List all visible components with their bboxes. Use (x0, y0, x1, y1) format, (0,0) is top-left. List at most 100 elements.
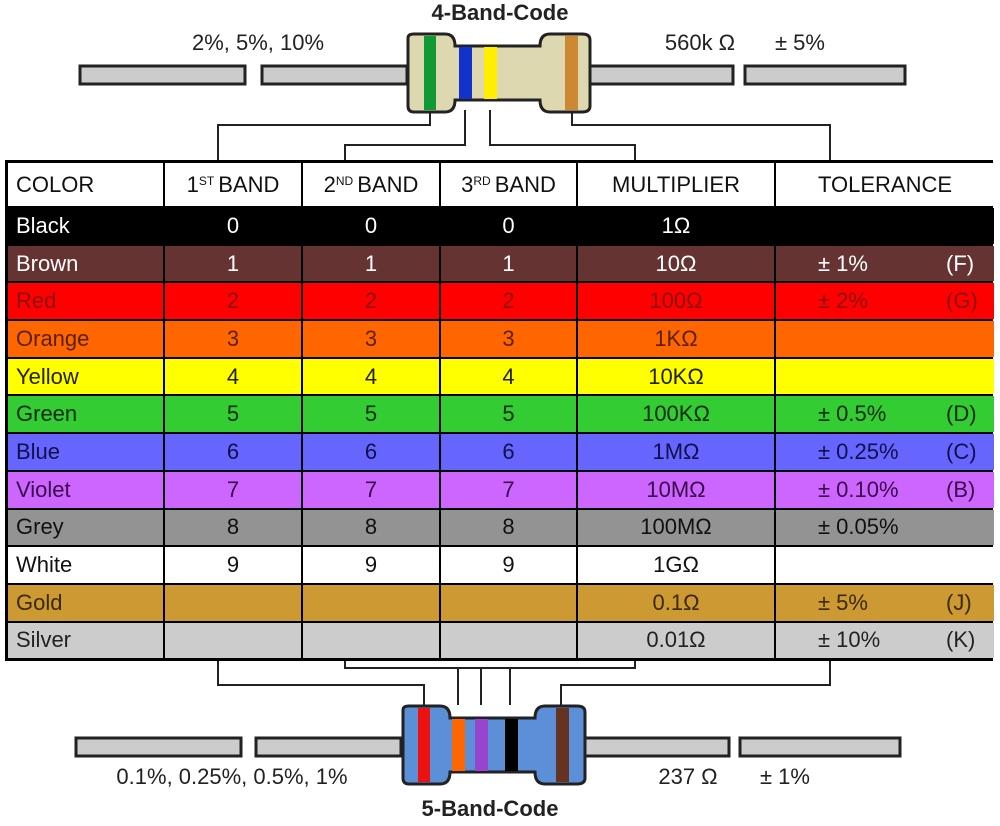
header-cell: TOLERANCE (776, 163, 994, 206)
tolerance-code: (F) (946, 250, 975, 276)
band1-text: 1 (226, 250, 240, 276)
cell: 4 (441, 358, 576, 395)
cell: Brown (8, 245, 163, 282)
cell: Gold (8, 584, 163, 621)
cell: Blue (8, 434, 163, 470)
cell: 6 (165, 434, 301, 470)
band2-text: 4 (364, 363, 378, 389)
cell: Orange (8, 321, 163, 357)
cell: 100Ω (578, 283, 774, 320)
cell: 6 (441, 434, 576, 470)
band2-text: 5 (364, 401, 378, 427)
color-text: Grey (16, 514, 64, 540)
header-sup: ND (335, 173, 354, 188)
cell: 2 (165, 283, 301, 320)
cell: Red (8, 283, 163, 320)
band1-text: 9 (226, 552, 240, 578)
color-text: Red (16, 288, 57, 314)
tolerance-cell: ± 5% (J) (776, 584, 994, 621)
tolerance-cell (776, 208, 994, 244)
color-text: Yellow (16, 363, 79, 389)
band1-text: 6 (226, 438, 240, 464)
band3-text: 6 (502, 438, 515, 464)
header-text: BAND (357, 171, 419, 197)
cell: 5 (303, 396, 439, 433)
cell: 100KΩ (578, 396, 774, 433)
color-text: Violet (16, 476, 71, 502)
cell (441, 584, 576, 621)
cell: 1 (441, 245, 576, 282)
cell (165, 622, 301, 659)
header-cell: 3 RD BAND (441, 163, 576, 206)
tolerance-cell (776, 321, 994, 357)
tolerance-cell: ± 0.5% (D) (776, 396, 994, 433)
tolerance-code: (J) (946, 589, 972, 615)
band1-text: 5 (226, 401, 240, 427)
cell: 0 (303, 208, 439, 244)
tolerance-cell: ± 1% (F) (776, 245, 994, 282)
multiplier-text: 10KΩ (648, 363, 704, 389)
tolerance-cell: ± 0.25% (C) (776, 434, 994, 470)
header-text: 2 (323, 171, 336, 197)
cell: Grey (8, 509, 163, 546)
tolerance: ± 5% (775, 30, 825, 55)
tolerance-text: ± 0.5% (818, 401, 887, 427)
cell: 8 (441, 509, 576, 546)
tolerance-cell: ± 0.10% (B) (776, 471, 994, 508)
band2-text: 2 (364, 288, 378, 314)
cell: 1Ω (578, 208, 774, 244)
cell: 10MΩ (578, 471, 774, 508)
band3-text: 2 (502, 288, 515, 314)
color-text: Black (16, 212, 70, 238)
color-text: Gold (16, 589, 63, 615)
cell (303, 584, 439, 621)
header-text: 3 (461, 171, 474, 197)
multiplier-text: 1KΩ (654, 325, 698, 351)
cell: 10KΩ (578, 358, 774, 395)
tolerance-cell (776, 547, 994, 583)
header-text: COLOR (16, 171, 95, 197)
tolerance-range: 2%, 5%, 10% (192, 30, 324, 55)
band1-text: 2 (226, 288, 240, 314)
band3-text: 8 (502, 514, 515, 540)
color-text: Orange (16, 325, 90, 351)
band2-text: 6 (364, 438, 378, 464)
multiplier-text: 1GΩ (653, 552, 699, 578)
resistance-value: 237 Ω (658, 764, 717, 789)
cell: 0.1Ω (578, 584, 774, 621)
cell: 4 (303, 358, 439, 395)
cell: 0.01Ω (578, 622, 774, 659)
tolerance-text: ± 0.10% (818, 476, 899, 502)
header-cell: MULTIPLIER (578, 163, 774, 206)
tolerance-text: ± 1% (818, 250, 868, 276)
multiplier-text: 0.01Ω (646, 627, 706, 653)
tolerance-cell: ± 10% (K) (776, 622, 994, 659)
cell (165, 584, 301, 621)
cell: Green (8, 396, 163, 433)
band3-text: 9 (502, 552, 515, 578)
band1-text: 3 (226, 325, 240, 351)
header-text: BAND (494, 171, 556, 197)
color-code-table: COLOR 1 ST BAND 2 ND BAND 3 RD BAND MULTIPLIER TOLE… (5, 160, 994, 662)
header-cell: 1 ST BAND (165, 163, 301, 206)
cell: 9 (441, 547, 576, 583)
multiplier-text: 100MΩ (640, 514, 712, 540)
band1-text: 7 (226, 476, 240, 502)
tolerance-code: (K) (946, 627, 976, 653)
title: 5-Band-Code (422, 796, 559, 821)
cell: 100MΩ (578, 509, 774, 546)
multiplier-text: 10MΩ (646, 476, 706, 502)
cell: 9 (165, 547, 301, 583)
cell: 1MΩ (578, 434, 774, 470)
cell: 0 (165, 208, 301, 244)
multiplier-text: 100Ω (649, 288, 703, 314)
cell: White (8, 547, 163, 583)
band3-text: 5 (502, 401, 515, 427)
color-text: Blue (16, 438, 61, 464)
cell: 8 (165, 509, 301, 546)
cell (303, 622, 439, 659)
band2-text: 3 (364, 325, 378, 351)
cell: 3 (303, 321, 439, 357)
resistance-value: 560k Ω (665, 30, 735, 55)
